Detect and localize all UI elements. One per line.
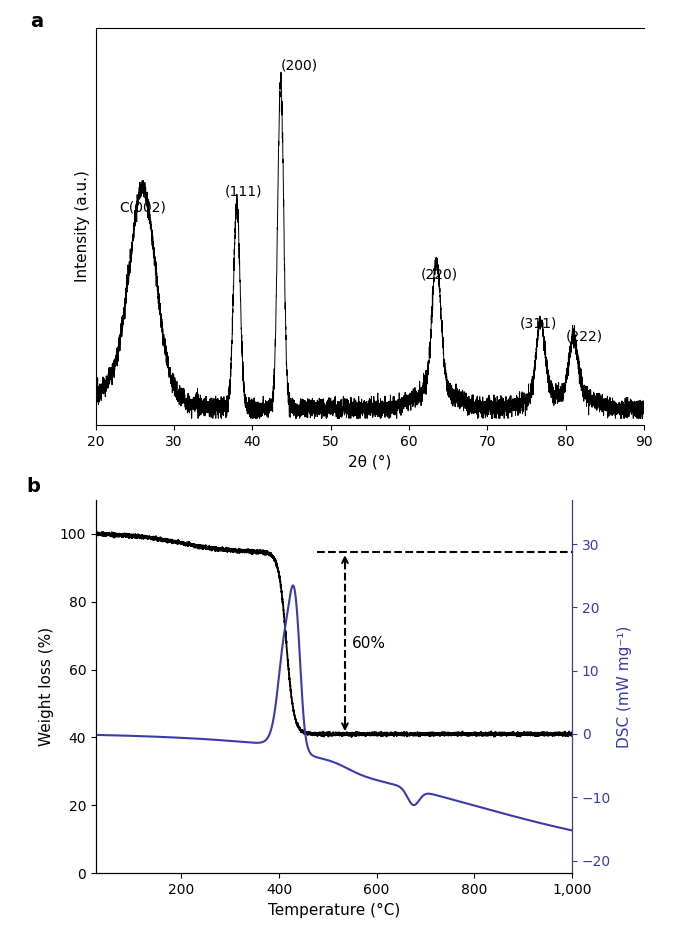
X-axis label: Temperature (°C): Temperature (°C) — [268, 902, 400, 917]
Text: (222): (222) — [566, 330, 603, 344]
Y-axis label: Weight loss (%): Weight loss (%) — [39, 627, 54, 746]
X-axis label: 2θ (°): 2θ (°) — [348, 454, 392, 469]
Text: a: a — [30, 12, 43, 31]
Text: (311): (311) — [520, 317, 558, 331]
Text: (200): (200) — [281, 59, 318, 73]
Y-axis label: DSC (mW mg⁻¹): DSC (mW mg⁻¹) — [616, 625, 632, 748]
Text: C(002): C(002) — [119, 201, 166, 215]
Text: (111): (111) — [225, 184, 262, 198]
Text: 60%: 60% — [352, 636, 386, 651]
Text: b: b — [27, 477, 40, 496]
Y-axis label: Intensity (a.u.): Intensity (a.u.) — [75, 171, 90, 282]
Text: (220): (220) — [421, 267, 458, 281]
